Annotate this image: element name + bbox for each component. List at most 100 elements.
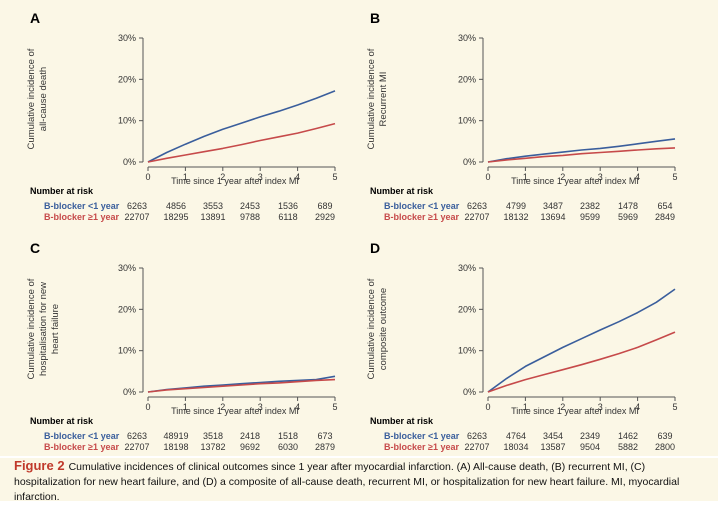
x-tick-label: 0: [145, 402, 150, 412]
y-tick-label: 20%: [458, 304, 476, 314]
risk-count: 9504: [579, 442, 601, 452]
risk-count: 2418: [239, 431, 261, 441]
x-tick-label: 4: [635, 172, 640, 182]
x-tick-label: 3: [258, 172, 263, 182]
x-tick-label: 1: [523, 402, 528, 412]
chart-svg: 0% 10% 20% 30% 0 1 2 3 4 5: [458, 33, 678, 182]
risk-count: 6118: [278, 212, 298, 222]
risk-count: 1462: [617, 431, 639, 441]
risk-count: 2382: [579, 201, 601, 211]
risk-count: 689: [317, 201, 333, 211]
series-line-blocker-over-1yr: [487, 331, 676, 393]
risk-count: 6263: [466, 201, 488, 211]
x-tick-label: 5: [332, 172, 337, 182]
risk-series-name: B-blocker <1 year: [44, 431, 120, 441]
risk-count: 3553: [202, 201, 224, 211]
x-tick-label: 0: [145, 172, 150, 182]
risk-count: 2929: [314, 212, 336, 222]
x-tick-label: 2: [220, 402, 225, 412]
risk-count: 654: [657, 201, 673, 211]
risk-row-blue: B-blocker <1 year 6263 4799 3487 2382 14…: [370, 201, 700, 213]
risk-series-name: B-blocker ≥1 year: [44, 442, 119, 452]
x-tick-label: 1: [523, 172, 528, 182]
panel-b: B Cumulative incidence of Recurrent MI 0…: [366, 10, 700, 230]
risk-count: 13782: [200, 442, 226, 452]
x-tick-label: 3: [258, 402, 263, 412]
risk-count: 2453: [239, 201, 261, 211]
panel-letter: B: [370, 10, 381, 26]
risk-series-name: B-blocker ≥1 year: [44, 212, 119, 222]
risk-count: 6263: [466, 431, 488, 441]
panel-c: C Cumulative incidence of hospitalisatio…: [26, 240, 360, 460]
risk-row-red: B-blocker ≥1 year 22707 18198 13782 9692…: [30, 442, 360, 454]
x-tick-label: 5: [332, 402, 337, 412]
risk-count: 1478: [617, 201, 639, 211]
risk-count: 2349: [579, 431, 601, 441]
number-at-risk-label: Number at risk: [30, 416, 94, 426]
number-at-risk-label: Number at risk: [30, 186, 94, 196]
series-line-blocker-under-1yr: [487, 288, 676, 393]
risk-count: 1536: [277, 201, 299, 211]
panel-letter: A: [30, 10, 41, 26]
x-tick-label: 2: [560, 402, 565, 412]
risk-count: 18132: [503, 212, 529, 222]
x-tick-label: 5: [672, 172, 677, 182]
y-tick-label: 10%: [118, 116, 136, 126]
figure-panel: A Cumulative incidence of all-cause deat…: [0, 0, 718, 456]
x-axis-label: Time since 1 year after index MI: [171, 406, 299, 416]
risk-count: 18034: [503, 442, 529, 452]
x-tick-label: 4: [635, 402, 640, 412]
risk-count: 22707: [124, 442, 150, 452]
risk-count: 2849: [654, 212, 676, 222]
risk-count: 2800: [654, 442, 676, 452]
risk-row-blue: B-blocker <1 year 6263 4764 3454 2349 14…: [370, 431, 700, 443]
risk-series-name: B-blocker <1 year: [384, 201, 460, 211]
y-tick-label: 10%: [118, 346, 136, 356]
risk-count: 18198: [163, 442, 189, 452]
x-tick-label: 2: [560, 172, 565, 182]
figure-caption-text: Cumulative incidences of clinical outcom…: [14, 461, 680, 503]
x-tick-label: 0: [485, 402, 490, 412]
risk-count: 4856: [165, 201, 187, 211]
x-tick-label: 3: [598, 172, 603, 182]
risk-row-blue: B-blocker <1 year 6263 4856 3553 2453 15…: [30, 201, 360, 213]
risk-count: 4764: [505, 431, 527, 441]
y-tick-label: 20%: [118, 304, 136, 314]
y-tick-label: 20%: [118, 74, 136, 84]
risk-count: 2879: [314, 442, 336, 452]
risk-count: 5882: [617, 442, 639, 452]
series-line-blocker-over-1yr: [147, 378, 336, 393]
y-tick-label: 0%: [463, 387, 476, 397]
y-tick-label: 30%: [458, 263, 476, 273]
x-tick-label: 5: [672, 402, 677, 412]
risk-count: 6263: [126, 201, 148, 211]
y-tick-label: 10%: [458, 346, 476, 356]
chart-svg: 0% 10% 20% 30% 0 1 2 3 4 5: [118, 33, 338, 182]
y-tick-label: 10%: [458, 116, 476, 126]
panel-letter: C: [30, 240, 41, 256]
risk-count: 3518: [202, 431, 224, 441]
risk-row-red: B-blocker ≥1 year 22707 18295 13891 9788…: [30, 212, 360, 224]
risk-count: 6030: [277, 442, 299, 452]
risk-series-name: B-blocker ≥1 year: [384, 212, 459, 222]
risk-count: 5969: [617, 212, 639, 222]
y-tick-label: 0%: [463, 157, 476, 167]
x-axis-label: Time since 1 year after index MI: [511, 176, 639, 186]
y-tick-label: 30%: [118, 263, 136, 273]
risk-count: 18295: [163, 212, 189, 222]
figure-caption-label: Figure 2: [14, 458, 65, 473]
risk-count: 13891: [200, 212, 226, 222]
risk-count: 22707: [124, 212, 150, 222]
risk-count: 9692: [239, 442, 261, 452]
risk-count: 22707: [464, 212, 490, 222]
x-axis-label: Time since 1 year after index MI: [511, 406, 639, 416]
risk-count: 9599: [579, 212, 601, 222]
risk-count: 22707: [464, 442, 490, 452]
panel-a: A Cumulative incidence of all-cause deat…: [26, 10, 360, 230]
risk-series-name: B-blocker <1 year: [44, 201, 120, 211]
risk-count: 4799: [505, 201, 527, 211]
x-tick-label: 4: [295, 172, 300, 182]
series-line-blocker-under-1yr: [147, 90, 336, 163]
chart-svg: 0% 10% 20% 30% 0 1 2 3 4 5: [458, 263, 678, 412]
series-line-blocker-over-1yr: [147, 122, 336, 163]
